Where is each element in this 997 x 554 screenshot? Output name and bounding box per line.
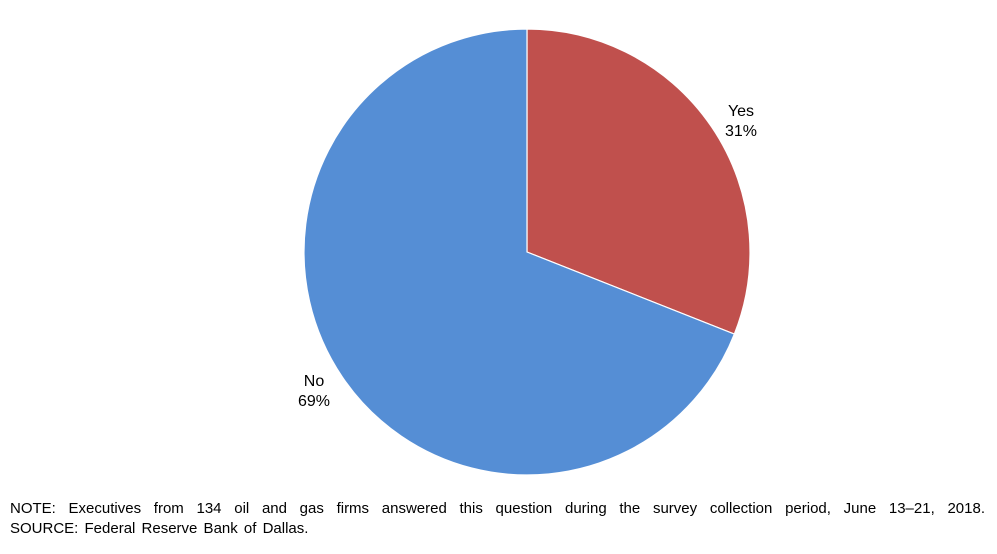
pie-chart: Yes 31% No 69% bbox=[298, 28, 757, 476]
note-text: NOTE: Executives from 134 oil and gas fi… bbox=[10, 500, 985, 517]
source-text: SOURCE: Federal Reserve Bank of Dallas. bbox=[10, 520, 309, 537]
slice-label-yes: Yes bbox=[728, 103, 754, 120]
pie-slice-yes bbox=[526, 28, 751, 335]
slice-value-yes: 31% bbox=[725, 123, 757, 140]
pie-slice-no bbox=[303, 28, 736, 476]
chart-notes: NOTE: Executives from 134 oil and gas fi… bbox=[10, 499, 985, 539]
slice-label-no: No bbox=[304, 373, 325, 390]
slice-value-no: 69% bbox=[298, 393, 330, 410]
